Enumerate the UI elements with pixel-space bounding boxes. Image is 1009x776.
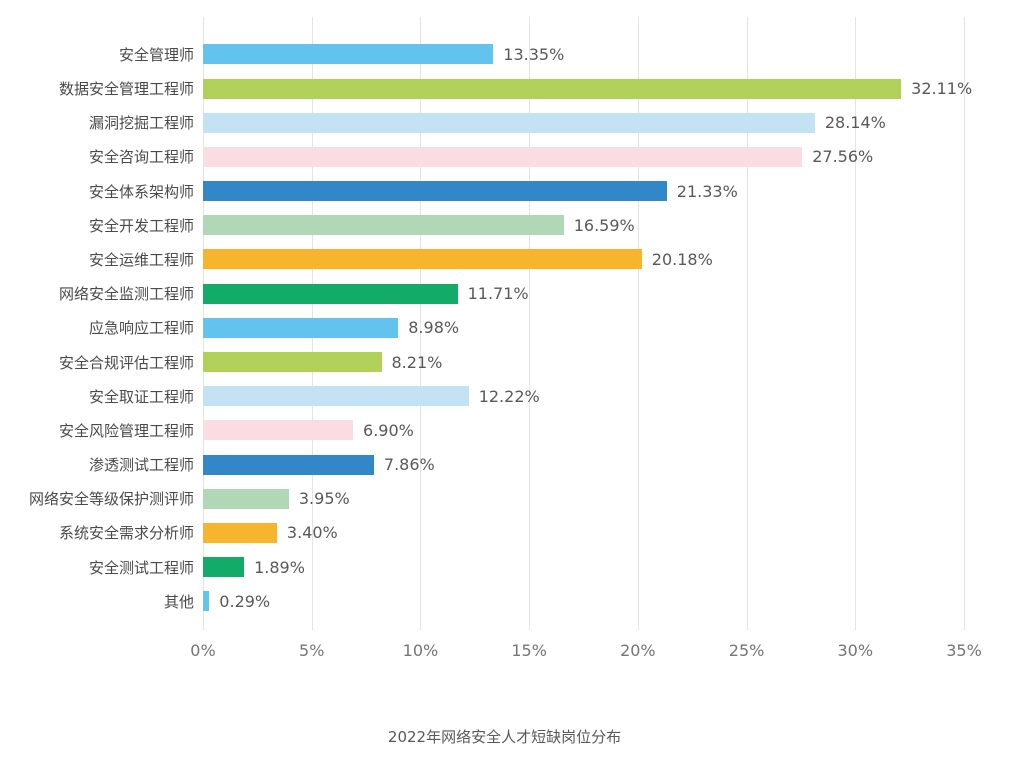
- value-label: 0.29%: [219, 591, 271, 611]
- bar: [203, 215, 564, 236]
- x-axis: 0% 5% 10% 15% 20% 25% 30% 35%: [0, 641, 1009, 665]
- value-label: 8.21%: [391, 352, 443, 372]
- bar-row: 安全开发工程师 16.59%: [0, 208, 1009, 242]
- value-label: 16.59%: [573, 215, 635, 235]
- x-tick-label: 15%: [511, 641, 547, 660]
- bar-row: 安全运维工程师 20.18%: [0, 242, 1009, 276]
- bar-row: 安全测试工程师 1.89%: [0, 550, 1009, 584]
- category-label: 安全体系架构师: [88, 182, 194, 201]
- category-label: 渗透测试工程师: [88, 456, 194, 475]
- value-label: 7.86%: [383, 455, 435, 475]
- x-tick-label: 30%: [837, 641, 874, 660]
- bar-row: 网络安全监测工程师 11.71%: [0, 277, 1009, 311]
- value-label: 3.95%: [298, 489, 350, 509]
- gridline: [420, 17, 422, 630]
- x-tick-label: 35%: [946, 641, 982, 660]
- bar-row: 安全体系架构师 21.33%: [0, 174, 1009, 208]
- category-label: 安全管理师: [118, 45, 194, 64]
- bar: [203, 522, 277, 543]
- bar: [203, 249, 642, 270]
- gridline: [529, 17, 531, 630]
- value-label: 28.14%: [824, 113, 886, 133]
- category-label: 漏洞挖掘工程师: [88, 114, 194, 133]
- gridline: [637, 17, 639, 630]
- category-label: 网络安全等级保护测评师: [28, 490, 194, 509]
- value-label: 6.90%: [363, 420, 414, 440]
- value-label: 32.11%: [911, 79, 973, 99]
- category-label: 安全运维工程师: [88, 250, 194, 269]
- bar: [203, 557, 245, 578]
- bar: [203, 44, 494, 65]
- category-label: 安全测试工程师: [88, 558, 194, 577]
- bar-row: 漏洞挖掘工程师 28.14%: [0, 106, 1009, 140]
- x-tick-label: 25%: [728, 641, 765, 660]
- value-label: 27.56%: [812, 147, 874, 167]
- bar-row: 安全风险管理工程师 6.90%: [0, 413, 1009, 447]
- value-label: 12.22%: [478, 386, 540, 406]
- bar-row: 渗透测试工程师 7.86%: [0, 447, 1009, 481]
- bar-row: 安全咨询工程师 27.56%: [0, 140, 1009, 174]
- value-label: 8.98%: [408, 318, 460, 338]
- bar: [203, 317, 399, 338]
- category-label: 安全合规评估工程师: [58, 353, 194, 372]
- bar: [203, 78, 902, 99]
- gridline: [855, 17, 857, 630]
- bar: [203, 283, 458, 304]
- category-label: 安全取证工程师: [88, 387, 194, 406]
- category-label: 网络安全监测工程师: [58, 285, 194, 304]
- category-label: 数据安全管理工程师: [58, 80, 194, 99]
- bar-row: 安全取证工程师 12.22%: [0, 379, 1009, 413]
- bar-row: 数据安全管理工程师 32.11%: [0, 72, 1009, 106]
- bar: [203, 386, 469, 407]
- value-label: 3.40%: [286, 523, 338, 543]
- bar-row: 应急响应工程师 8.98%: [0, 311, 1009, 345]
- bar: [203, 591, 210, 612]
- x-tick-label: 5%: [299, 641, 325, 660]
- category-label: 系统安全需求分析师: [58, 524, 194, 543]
- chart-title: 2022年网络安全人才短缺岗位分布: [387, 728, 622, 746]
- bar-row: 安全合规评估工程师 8.21%: [0, 345, 1009, 379]
- x-tick-label: 20%: [620, 641, 656, 660]
- bar-row: 系统安全需求分析师 3.40%: [0, 516, 1009, 550]
- bar: [203, 420, 354, 441]
- value-label: 11.71%: [467, 284, 529, 304]
- category-label: 安全咨询工程师: [88, 148, 194, 167]
- bar: [203, 112, 815, 133]
- value-label: 20.18%: [651, 249, 713, 269]
- bar: [203, 352, 382, 372]
- category-label: 安全风险管理工程师: [58, 421, 194, 440]
- gridline: [746, 17, 748, 630]
- bar: [203, 181, 667, 202]
- x-tick-label: 10%: [402, 641, 439, 660]
- bar: [203, 146, 803, 167]
- value-label: 13.35%: [503, 44, 565, 64]
- x-tick-label: 0%: [190, 641, 216, 660]
- value-label: 1.89%: [254, 557, 305, 577]
- bar-row: 其他 0.29%: [0, 584, 1009, 618]
- bar: [203, 488, 289, 509]
- bar-row: 网络安全等级保护测评师 3.95%: [0, 482, 1009, 516]
- category-label: 其他: [163, 592, 194, 611]
- category-label: 应急响应工程师: [88, 319, 194, 338]
- bar: [203, 454, 374, 475]
- gridline: [964, 17, 965, 630]
- category-label: 安全开发工程师: [88, 216, 194, 235]
- value-label: 21.33%: [676, 181, 738, 201]
- bar-row: 安全管理师 13.35%: [0, 37, 1009, 71]
